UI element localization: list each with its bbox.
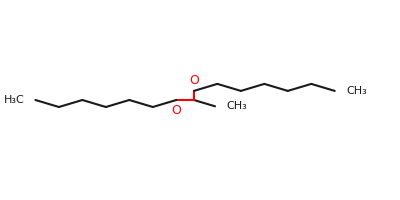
- Text: O: O: [189, 74, 199, 87]
- Text: O: O: [171, 104, 181, 117]
- Text: CH₃: CH₃: [346, 86, 367, 96]
- Text: H₃C: H₃C: [3, 95, 24, 105]
- Text: CH₃: CH₃: [226, 101, 247, 111]
